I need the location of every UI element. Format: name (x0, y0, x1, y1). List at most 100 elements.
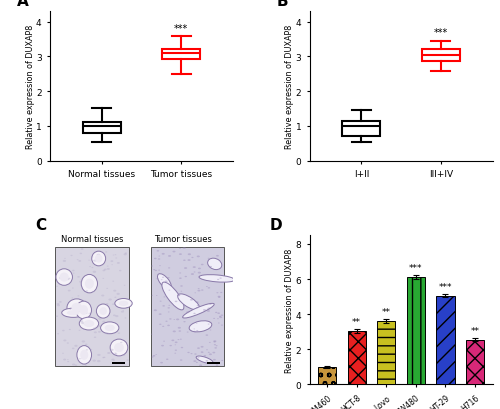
Ellipse shape (192, 267, 196, 268)
Ellipse shape (68, 278, 70, 279)
Ellipse shape (72, 288, 74, 289)
Ellipse shape (110, 349, 114, 351)
Ellipse shape (189, 321, 212, 332)
Ellipse shape (120, 304, 121, 305)
Ellipse shape (166, 359, 168, 360)
Ellipse shape (206, 349, 208, 351)
Ellipse shape (197, 348, 200, 349)
Ellipse shape (74, 309, 78, 312)
Ellipse shape (119, 270, 122, 272)
Ellipse shape (158, 258, 160, 260)
Ellipse shape (85, 344, 87, 345)
Bar (150, 247, 224, 366)
Ellipse shape (56, 316, 58, 317)
Ellipse shape (198, 290, 200, 292)
Ellipse shape (192, 257, 194, 258)
Ellipse shape (85, 365, 87, 366)
Ellipse shape (67, 359, 68, 360)
Ellipse shape (112, 303, 114, 305)
Ellipse shape (79, 358, 81, 360)
Ellipse shape (107, 268, 110, 270)
Ellipse shape (188, 352, 190, 353)
Ellipse shape (112, 255, 114, 256)
Ellipse shape (62, 308, 84, 317)
Ellipse shape (156, 278, 158, 279)
Ellipse shape (117, 263, 120, 264)
Ellipse shape (221, 360, 224, 361)
Ellipse shape (196, 362, 198, 363)
Ellipse shape (176, 319, 179, 321)
Text: Tumor tissues: Tumor tissues (154, 234, 212, 243)
Ellipse shape (57, 305, 60, 307)
Ellipse shape (210, 330, 212, 331)
Ellipse shape (88, 313, 90, 314)
Ellipse shape (188, 254, 191, 256)
Ellipse shape (118, 333, 120, 334)
Ellipse shape (161, 280, 162, 281)
Ellipse shape (168, 308, 170, 309)
Ellipse shape (112, 281, 114, 282)
Ellipse shape (191, 274, 194, 275)
Ellipse shape (180, 339, 182, 340)
Bar (56, 247, 128, 366)
Ellipse shape (196, 305, 198, 306)
Ellipse shape (110, 339, 128, 356)
Ellipse shape (57, 333, 59, 335)
Ellipse shape (199, 275, 234, 283)
Ellipse shape (124, 254, 127, 256)
Ellipse shape (161, 345, 164, 346)
Ellipse shape (86, 349, 88, 351)
Ellipse shape (104, 269, 106, 271)
Bar (348, 331, 366, 384)
Ellipse shape (114, 297, 116, 298)
Ellipse shape (62, 353, 64, 354)
Ellipse shape (56, 286, 58, 287)
Ellipse shape (152, 295, 153, 296)
Ellipse shape (162, 306, 165, 307)
Ellipse shape (113, 290, 116, 292)
Ellipse shape (214, 347, 217, 349)
Ellipse shape (62, 330, 64, 332)
Ellipse shape (98, 318, 102, 320)
Ellipse shape (126, 360, 129, 361)
Ellipse shape (97, 360, 100, 362)
Ellipse shape (190, 353, 192, 354)
Ellipse shape (95, 255, 102, 263)
Bar (466, 340, 484, 384)
Ellipse shape (94, 337, 96, 338)
Ellipse shape (208, 288, 210, 289)
Ellipse shape (162, 277, 164, 278)
Ellipse shape (124, 253, 127, 254)
Ellipse shape (178, 339, 180, 340)
Ellipse shape (90, 349, 92, 351)
Ellipse shape (80, 317, 98, 330)
Ellipse shape (120, 342, 122, 344)
Ellipse shape (194, 313, 196, 314)
Ellipse shape (151, 266, 153, 267)
Ellipse shape (184, 267, 187, 269)
Ellipse shape (70, 255, 72, 256)
Ellipse shape (169, 319, 172, 320)
Ellipse shape (68, 290, 70, 292)
Ellipse shape (79, 281, 82, 283)
Ellipse shape (218, 323, 220, 324)
Ellipse shape (159, 324, 162, 325)
Ellipse shape (216, 292, 218, 294)
Ellipse shape (82, 341, 85, 343)
Ellipse shape (91, 281, 94, 283)
Ellipse shape (114, 360, 115, 361)
Ellipse shape (84, 323, 86, 325)
Ellipse shape (186, 332, 188, 333)
Ellipse shape (168, 290, 170, 291)
Ellipse shape (74, 312, 78, 314)
Ellipse shape (100, 308, 107, 315)
Ellipse shape (121, 311, 124, 313)
Ellipse shape (96, 254, 100, 256)
Ellipse shape (110, 261, 114, 263)
Ellipse shape (174, 301, 178, 302)
Ellipse shape (160, 362, 163, 364)
Ellipse shape (186, 312, 190, 313)
Ellipse shape (107, 352, 110, 354)
Ellipse shape (89, 266, 91, 267)
Ellipse shape (100, 322, 119, 334)
